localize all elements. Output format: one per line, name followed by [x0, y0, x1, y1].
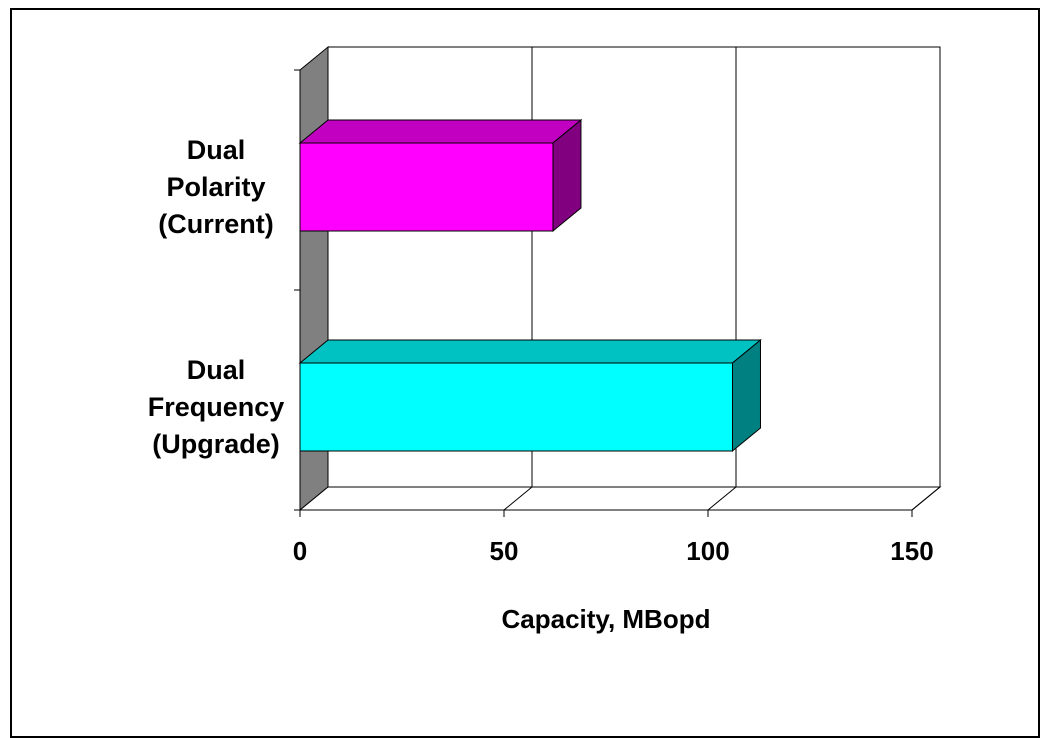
- x-axis-label: Capacity, MBopd: [502, 604, 711, 634]
- category-label-line: Dual: [187, 355, 246, 385]
- x-tick-label: 100: [686, 536, 729, 566]
- floor-gridline: [707, 486, 737, 511]
- x-tick-label: 0: [293, 536, 307, 566]
- bar-top: [298, 339, 762, 364]
- category-label-line: Polarity: [166, 172, 265, 202]
- bar-chart: 0 50 100 150 Dual Polarity (Current) Dual Frequ…: [148, 45, 942, 634]
- floor-gridline: [503, 486, 533, 511]
- x-tick-labels: 0 50 100 150: [293, 536, 934, 566]
- category-label-line: Frequency: [148, 392, 285, 422]
- floor-gridline: [911, 486, 941, 511]
- x-tick-label: 50: [490, 536, 519, 566]
- bar-top: [298, 119, 583, 144]
- bar: [299, 142, 554, 232]
- category-label-line: Dual: [187, 135, 246, 165]
- floor: [298, 486, 942, 511]
- category-label-line: (Current): [158, 209, 274, 239]
- axes: [294, 69, 913, 517]
- x-tick-label: 150: [890, 536, 933, 566]
- category-label: Dual Polarity (Current): [158, 135, 274, 239]
- category-labels: Dual Polarity (Current) Dual Frequency (Upgra…: [148, 135, 285, 459]
- category-label-line: (Upgrade): [152, 429, 280, 459]
- bar: [299, 362, 733, 452]
- category-label: Dual Frequency (Upgrade): [148, 355, 285, 459]
- bars: [298, 118, 762, 453]
